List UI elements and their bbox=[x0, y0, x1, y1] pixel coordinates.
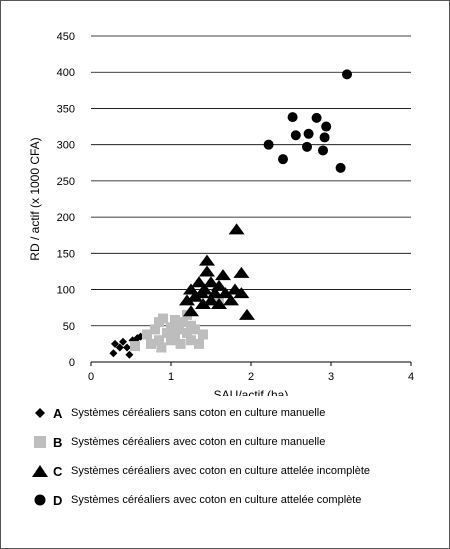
y-tick-label: 200 bbox=[57, 212, 75, 224]
y-tick-label: 250 bbox=[57, 176, 75, 188]
y-tick-label: 0 bbox=[69, 357, 75, 369]
legend-item-b: B Systèmes céréaliers avec coton en cult… bbox=[27, 432, 325, 452]
data-point bbox=[170, 314, 180, 325]
data-point bbox=[290, 130, 301, 141]
data-point bbox=[186, 335, 196, 346]
data-point bbox=[207, 287, 223, 299]
legend-key: B bbox=[53, 434, 63, 450]
data-point bbox=[119, 337, 127, 346]
data-point bbox=[142, 329, 152, 340]
y-axis-title: RD / actif (x 1000 CFA) bbox=[28, 137, 42, 260]
data-point bbox=[111, 339, 119, 348]
data-point bbox=[211, 279, 227, 291]
data-point bbox=[203, 276, 219, 288]
data-point bbox=[321, 121, 332, 132]
series-d bbox=[263, 69, 352, 173]
triangle-marker-icon bbox=[27, 464, 53, 478]
data-point bbox=[130, 341, 140, 352]
y-tick-label: 100 bbox=[57, 285, 75, 297]
data-point bbox=[198, 329, 208, 340]
data-point bbox=[123, 343, 131, 352]
legend-label: Systèmes céréaliers avec coton en cultur… bbox=[71, 465, 370, 477]
x-tick-label: 1 bbox=[168, 371, 174, 383]
data-point bbox=[215, 269, 231, 281]
diamond-marker-icon bbox=[27, 406, 53, 420]
data-point bbox=[182, 328, 192, 339]
legend-label: Systèmes céréaliers avec coton en cultur… bbox=[71, 436, 326, 448]
data-point bbox=[287, 112, 298, 123]
legend-key: D bbox=[53, 492, 63, 508]
x-tick-label: 3 bbox=[328, 371, 334, 383]
data-point bbox=[179, 294, 195, 306]
data-point bbox=[335, 162, 346, 173]
legend-item-d: D Systèmes céréaliers avec coton en cult… bbox=[27, 490, 361, 510]
y-tick-label: 150 bbox=[57, 248, 75, 260]
data-point bbox=[166, 322, 176, 333]
data-point bbox=[223, 294, 239, 306]
data-point bbox=[211, 298, 227, 310]
data-point bbox=[228, 223, 245, 235]
data-point bbox=[162, 328, 172, 339]
data-point bbox=[170, 331, 180, 342]
data-point bbox=[311, 112, 322, 123]
data-point bbox=[158, 313, 168, 324]
x-tick-label: 4 bbox=[408, 371, 414, 383]
legend-key: A bbox=[53, 405, 63, 421]
x-tick-label: 2 bbox=[248, 371, 254, 383]
data-point bbox=[233, 266, 250, 278]
data-point bbox=[302, 141, 312, 152]
data-points bbox=[109, 69, 352, 359]
legend-item-a: A Systèmes céréaliers sans coton en cult… bbox=[27, 403, 325, 423]
data-point bbox=[146, 338, 156, 349]
y-tick-label: 300 bbox=[57, 140, 75, 152]
data-point bbox=[263, 139, 274, 150]
data-point bbox=[183, 305, 199, 317]
y-tick-label: 400 bbox=[57, 67, 75, 79]
series-c bbox=[179, 223, 255, 320]
data-point bbox=[190, 324, 200, 335]
y-tick-label: 50 bbox=[63, 321, 75, 333]
data-point bbox=[195, 298, 211, 310]
data-point bbox=[342, 69, 352, 80]
data-point bbox=[125, 350, 134, 359]
y-tick-label: 450 bbox=[57, 31, 75, 43]
data-point bbox=[156, 342, 167, 353]
legend-item-c: C Systèmes céréaliers avec coton en cult… bbox=[27, 461, 370, 481]
y-axis-ticks: 0 50 100 150 200 250 300 350 400 450 bbox=[57, 31, 75, 369]
data-point bbox=[196, 283, 213, 295]
data-point bbox=[154, 335, 164, 346]
data-point bbox=[150, 324, 160, 335]
legend-label: Systèmes céréaliers avec coton en cultur… bbox=[71, 494, 362, 506]
data-point bbox=[303, 128, 314, 139]
data-point bbox=[318, 145, 328, 156]
x-tick-label: 0 bbox=[88, 371, 94, 383]
scatter-plot: 0 50 100 150 200 250 300 350 400 450 0 1 2 3 4 SAU/ac… bbox=[28, 31, 414, 396]
y-tick-label: 350 bbox=[57, 103, 75, 115]
data-point bbox=[191, 276, 207, 288]
grid bbox=[91, 35, 411, 327]
legend-key: C bbox=[53, 463, 63, 479]
data-point bbox=[203, 294, 219, 306]
data-point bbox=[194, 338, 204, 349]
data-point bbox=[174, 324, 184, 335]
data-point bbox=[199, 254, 215, 266]
data-point bbox=[175, 338, 186, 349]
data-point bbox=[115, 343, 124, 352]
data-point bbox=[199, 265, 215, 277]
data-point bbox=[278, 154, 288, 165]
data-point bbox=[319, 132, 330, 143]
data-point bbox=[109, 349, 118, 358]
square-marker-icon bbox=[27, 435, 53, 449]
x-axis-ticks: 0 1 2 3 4 bbox=[88, 362, 414, 383]
data-point bbox=[233, 287, 250, 299]
circle-marker-icon bbox=[27, 493, 53, 507]
data-point bbox=[217, 287, 234, 299]
x-axis-title: SAU/actif (ha) bbox=[214, 388, 289, 396]
data-point bbox=[239, 308, 255, 320]
data-point bbox=[178, 317, 188, 328]
legend-label: Systèmes céréaliers sans coton en cultur… bbox=[71, 407, 326, 419]
